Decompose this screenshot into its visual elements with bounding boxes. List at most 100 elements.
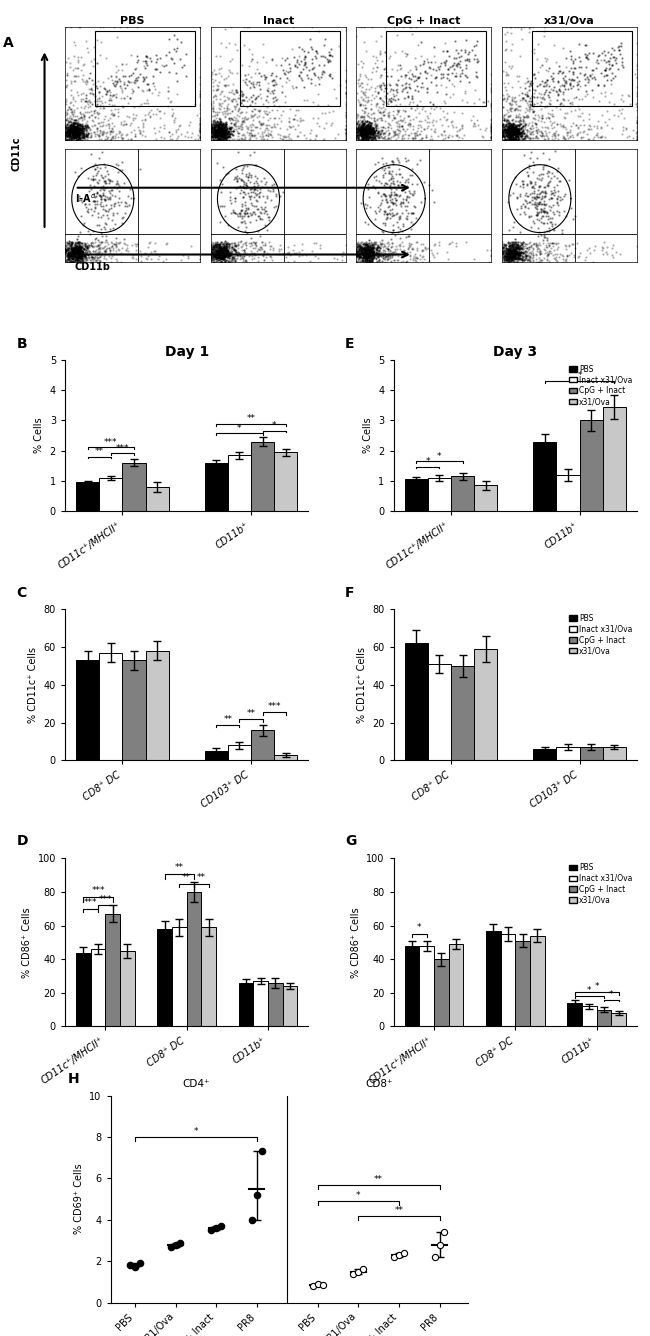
Point xyxy=(632,53,642,75)
Point xyxy=(294,45,304,67)
Point xyxy=(369,124,379,146)
Point xyxy=(341,128,351,150)
Point xyxy=(220,232,231,254)
Point xyxy=(68,238,78,259)
Point xyxy=(218,244,228,266)
Point xyxy=(387,188,397,210)
Point xyxy=(400,120,411,142)
Point xyxy=(363,232,373,254)
Point xyxy=(506,120,517,142)
Point xyxy=(361,239,371,261)
Point xyxy=(87,183,98,204)
Point xyxy=(222,235,233,257)
Point xyxy=(359,247,369,269)
Point xyxy=(367,122,378,143)
Point xyxy=(142,55,152,76)
Point xyxy=(233,216,243,238)
Point xyxy=(386,204,396,226)
Point xyxy=(352,232,363,254)
Point xyxy=(385,207,396,228)
Point xyxy=(511,115,521,136)
Point xyxy=(96,31,107,52)
Point xyxy=(525,248,536,270)
Point xyxy=(412,80,423,102)
Point xyxy=(532,86,542,107)
Point xyxy=(291,110,302,131)
Point xyxy=(360,250,370,271)
Point xyxy=(112,59,123,80)
Point xyxy=(218,119,228,140)
Point xyxy=(216,247,227,269)
Point xyxy=(408,127,419,148)
Point xyxy=(360,250,370,271)
Point xyxy=(249,179,259,200)
Point xyxy=(530,251,541,273)
Point xyxy=(555,186,566,207)
Point xyxy=(503,120,514,142)
Point xyxy=(232,118,242,139)
Point xyxy=(409,71,419,92)
Point xyxy=(358,115,369,136)
Point xyxy=(251,116,261,138)
Point xyxy=(523,164,533,186)
Point xyxy=(207,236,217,258)
Point xyxy=(400,207,411,228)
Point xyxy=(512,126,522,147)
Point xyxy=(75,120,85,142)
Point xyxy=(73,232,83,254)
Point xyxy=(514,123,525,144)
Point xyxy=(216,115,227,136)
Point xyxy=(376,250,387,271)
Point xyxy=(185,111,196,132)
Point xyxy=(392,112,402,134)
Point xyxy=(366,243,376,265)
Point xyxy=(142,246,153,267)
Point xyxy=(504,251,515,273)
Point xyxy=(499,130,509,151)
Point xyxy=(451,61,462,83)
Point xyxy=(83,167,93,188)
Point xyxy=(110,214,120,235)
Point xyxy=(66,119,77,140)
Point xyxy=(206,234,216,255)
Point xyxy=(213,242,224,263)
Point xyxy=(70,120,81,142)
Point xyxy=(324,41,334,63)
Point xyxy=(359,126,369,147)
Point xyxy=(209,236,219,258)
Point xyxy=(250,179,260,200)
Point xyxy=(72,126,83,147)
Point xyxy=(444,45,454,67)
Point xyxy=(504,239,515,261)
Point xyxy=(500,247,510,269)
Point xyxy=(545,81,555,103)
Point xyxy=(227,232,237,254)
Point xyxy=(64,128,74,150)
Point xyxy=(361,248,372,270)
Point xyxy=(67,247,77,269)
Point xyxy=(506,235,517,257)
Point xyxy=(210,244,220,266)
Point xyxy=(244,128,254,150)
Point xyxy=(122,240,133,262)
Point xyxy=(501,16,512,37)
Point xyxy=(354,235,365,257)
Point xyxy=(355,235,365,257)
Point xyxy=(100,184,110,206)
Point xyxy=(541,126,552,147)
Point xyxy=(356,120,366,142)
Point xyxy=(504,122,514,143)
Point xyxy=(69,118,79,139)
Point xyxy=(568,51,578,72)
Point xyxy=(72,124,82,146)
Point xyxy=(71,130,81,151)
Point xyxy=(207,126,217,147)
Point xyxy=(391,203,402,224)
Point xyxy=(506,16,516,37)
Point xyxy=(214,248,225,270)
Point xyxy=(76,206,86,227)
Point xyxy=(418,244,428,266)
Point xyxy=(214,246,224,267)
Point xyxy=(356,116,367,138)
Point xyxy=(512,119,522,140)
